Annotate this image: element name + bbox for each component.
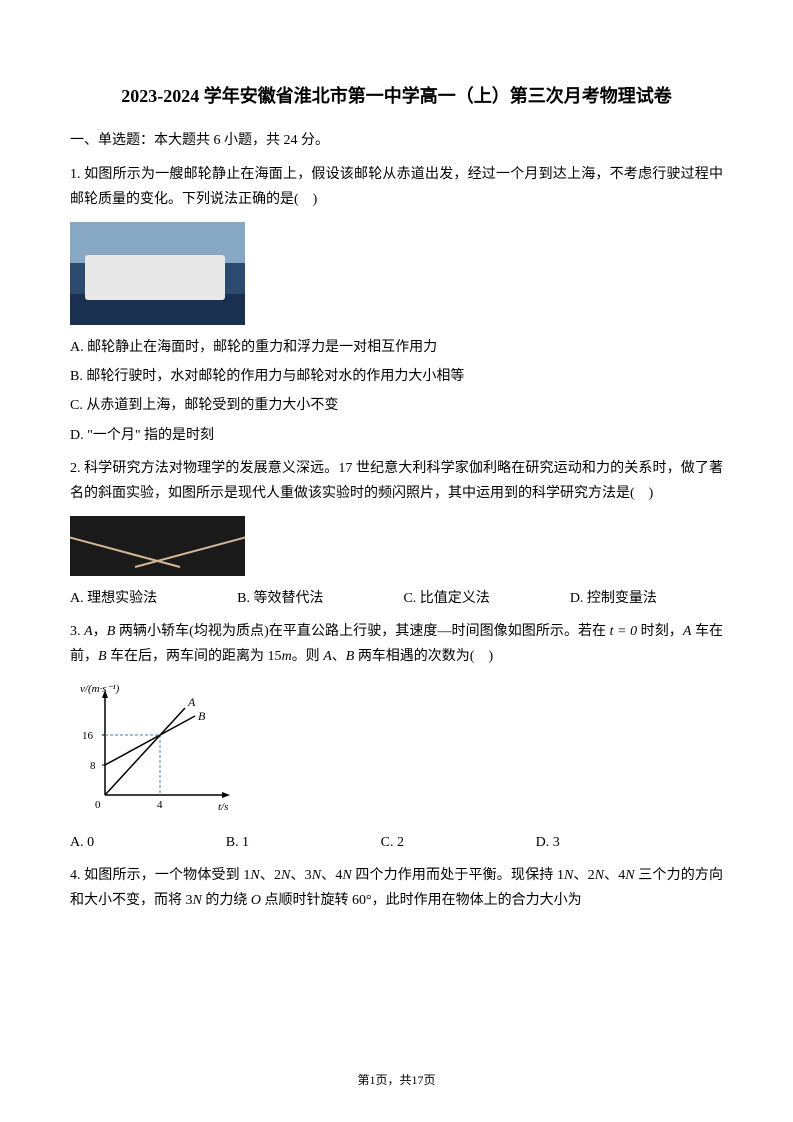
q3-option-d: D. 3 xyxy=(536,830,560,855)
q2-option-d: D. 控制变量法 xyxy=(570,586,657,611)
page-title: 2023-2024 学年安徽省淮北市第一中学高一（上）第三次月考物理试卷 xyxy=(70,80,723,112)
question-2: 2. 科学研究方法对物理学的发展意义深远。17 世纪意大利科学家伽利略在研究运动… xyxy=(70,456,723,612)
page-footer: 第1页，共17页 xyxy=(0,1070,793,1092)
incline-image xyxy=(70,516,723,576)
q1-option-a: A. 邮轮静止在海面时，邮轮的重力和浮力是一对相互作用力 xyxy=(70,335,723,360)
q2-option-c: C. 比值定义法 xyxy=(403,586,489,611)
q1-option-c: C. 从赤道到上海，邮轮受到的重力大小不变 xyxy=(70,393,723,418)
chart-ylabel: v/(m·s⁻¹) xyxy=(80,683,120,695)
chart-line-b-label: B xyxy=(198,709,206,723)
chart-origin: 0 xyxy=(95,799,101,811)
section-header: 一、单选题：本大题共 6 小题，共 24 分。 xyxy=(70,128,723,153)
question-3: 3. A，B 两辆小轿车(均视为质点)在平直公路上行驶，其速度—时间图像如图所示… xyxy=(70,619,723,855)
q3-option-a: A. 0 xyxy=(70,830,94,855)
q1-option-d: D. "一个月" 指的是时刻 xyxy=(70,423,723,448)
question-3-text: 3. A，B 两辆小轿车(均视为质点)在平直公路上行驶，其速度—时间图像如图所示… xyxy=(70,619,723,669)
ship-image xyxy=(70,222,723,325)
chart-xlabel: t/s xyxy=(218,801,228,813)
q2-option-b: B. 等效替代法 xyxy=(237,586,323,611)
question-4-text: 4. 如图所示，一个物体受到 1N、2N、3N、4N 四个力作用而处于平衡。现保… xyxy=(70,863,723,913)
chart-ytick1: 16 xyxy=(82,730,94,742)
question-1: 1. 如图所示为一艘邮轮静止在海面上，假设该邮轮从赤道出发，经过一个月到达上海，… xyxy=(70,162,723,448)
q3-options: A. 0 B. 1 C. 2 D. 3 xyxy=(70,830,560,855)
q2-options: A. 理想实验法 B. 等效替代法 C. 比值定义法 D. 控制变量法 xyxy=(70,586,723,611)
question-4: 4. 如图所示，一个物体受到 1N、2N、3N、4N 四个力作用而处于平衡。现保… xyxy=(70,863,723,913)
chart-ytick2: 8 xyxy=(90,760,96,772)
q2-option-a: A. 理想实验法 xyxy=(70,586,157,611)
velocity-time-chart: v/(m·s⁻¹) t/s 0 16 8 4 B A xyxy=(70,680,240,820)
question-2-text: 2. 科学研究方法对物理学的发展意义深远。17 世纪意大利科学家伽利略在研究运动… xyxy=(70,456,723,506)
chart-line-a-label: A xyxy=(187,695,196,709)
q1-option-b: B. 邮轮行驶时，水对邮轮的作用力与邮轮对水的作用力大小相等 xyxy=(70,364,723,389)
question-1-text: 1. 如图所示为一艘邮轮静止在海面上，假设该邮轮从赤道出发，经过一个月到达上海，… xyxy=(70,162,723,212)
q3-option-c: C. 2 xyxy=(381,830,404,855)
q3-option-b: B. 1 xyxy=(226,830,249,855)
chart-xtick1: 4 xyxy=(157,799,163,811)
